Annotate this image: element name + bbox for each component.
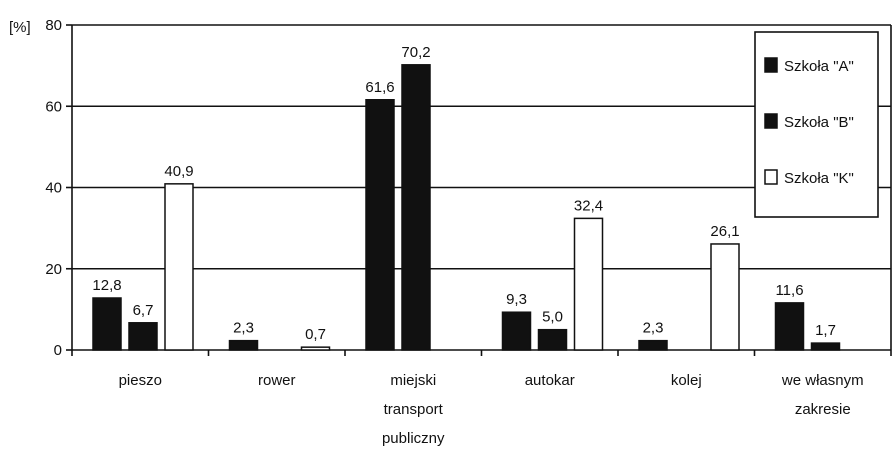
bar [365, 99, 395, 351]
y-tick-label: 60 [45, 98, 62, 115]
data-label: 6,7 [133, 302, 154, 319]
legend-swatch [764, 57, 778, 73]
bar [164, 183, 194, 351]
bar [710, 243, 740, 351]
category-labels: pieszo rower miejski transport publiczny auto… [119, 372, 864, 447]
data-label: 11,6 [775, 282, 803, 299]
bar [810, 342, 841, 351]
data-label: 9,3 [506, 291, 527, 308]
data-label: 1,7 [815, 322, 836, 339]
bars [92, 64, 841, 351]
data-label: 61,6 [365, 79, 394, 96]
legend-swatch [764, 169, 778, 185]
category-label: autokar [525, 372, 575, 389]
data-labels: 12,8 6,7 40,9 2,3 0,7 61,6 70,2 9,3 5,0 32,4 2,3 26… [92, 44, 836, 343]
bar [774, 302, 805, 351]
data-label: 32,4 [574, 197, 603, 214]
category-label: pieszo [119, 372, 162, 389]
category-label: zakresie [795, 401, 851, 418]
data-label: 2,3 [643, 320, 664, 337]
y-tick-label: 80 [45, 17, 62, 34]
category-label: kolej [671, 372, 702, 389]
x-axis-ticks [71, 350, 892, 356]
bar [573, 217, 604, 351]
legend-label: Szkoła "A" [784, 58, 854, 75]
bar [228, 339, 259, 351]
legend: Szkoła "A" Szkoła "B" Szkoła "K" [754, 31, 879, 218]
category-label: transport [384, 401, 444, 418]
category-label: we własnym [781, 372, 864, 389]
category-label: miejski [390, 372, 436, 389]
data-label: 12,8 [92, 277, 121, 294]
bar [92, 297, 122, 351]
data-label: 26,1 [710, 223, 739, 240]
bar [128, 322, 158, 351]
y-tick-label: 40 [45, 180, 62, 197]
legend-swatch [764, 113, 778, 129]
legend-label: Szkoła "B" [784, 114, 854, 131]
y-axis-unit: [%] [9, 19, 31, 36]
data-label: 5,0 [542, 309, 563, 326]
data-label: 0,7 [305, 326, 326, 343]
data-label: 70,2 [401, 44, 430, 61]
y-tick-label: 0 [54, 342, 62, 359]
bar [537, 328, 568, 351]
bar [300, 346, 331, 351]
bar [501, 311, 532, 351]
data-label: 2,3 [233, 320, 254, 337]
legend-label: Szkoła "K" [784, 170, 854, 187]
bar [638, 339, 668, 351]
category-label: publiczny [382, 430, 445, 447]
bar [401, 64, 431, 351]
data-label: 40,9 [164, 163, 193, 180]
category-label: rower [258, 372, 296, 389]
y-tick-label: 20 [45, 261, 62, 278]
y-axis-ticks: 0 20 40 60 80 [45, 17, 72, 359]
